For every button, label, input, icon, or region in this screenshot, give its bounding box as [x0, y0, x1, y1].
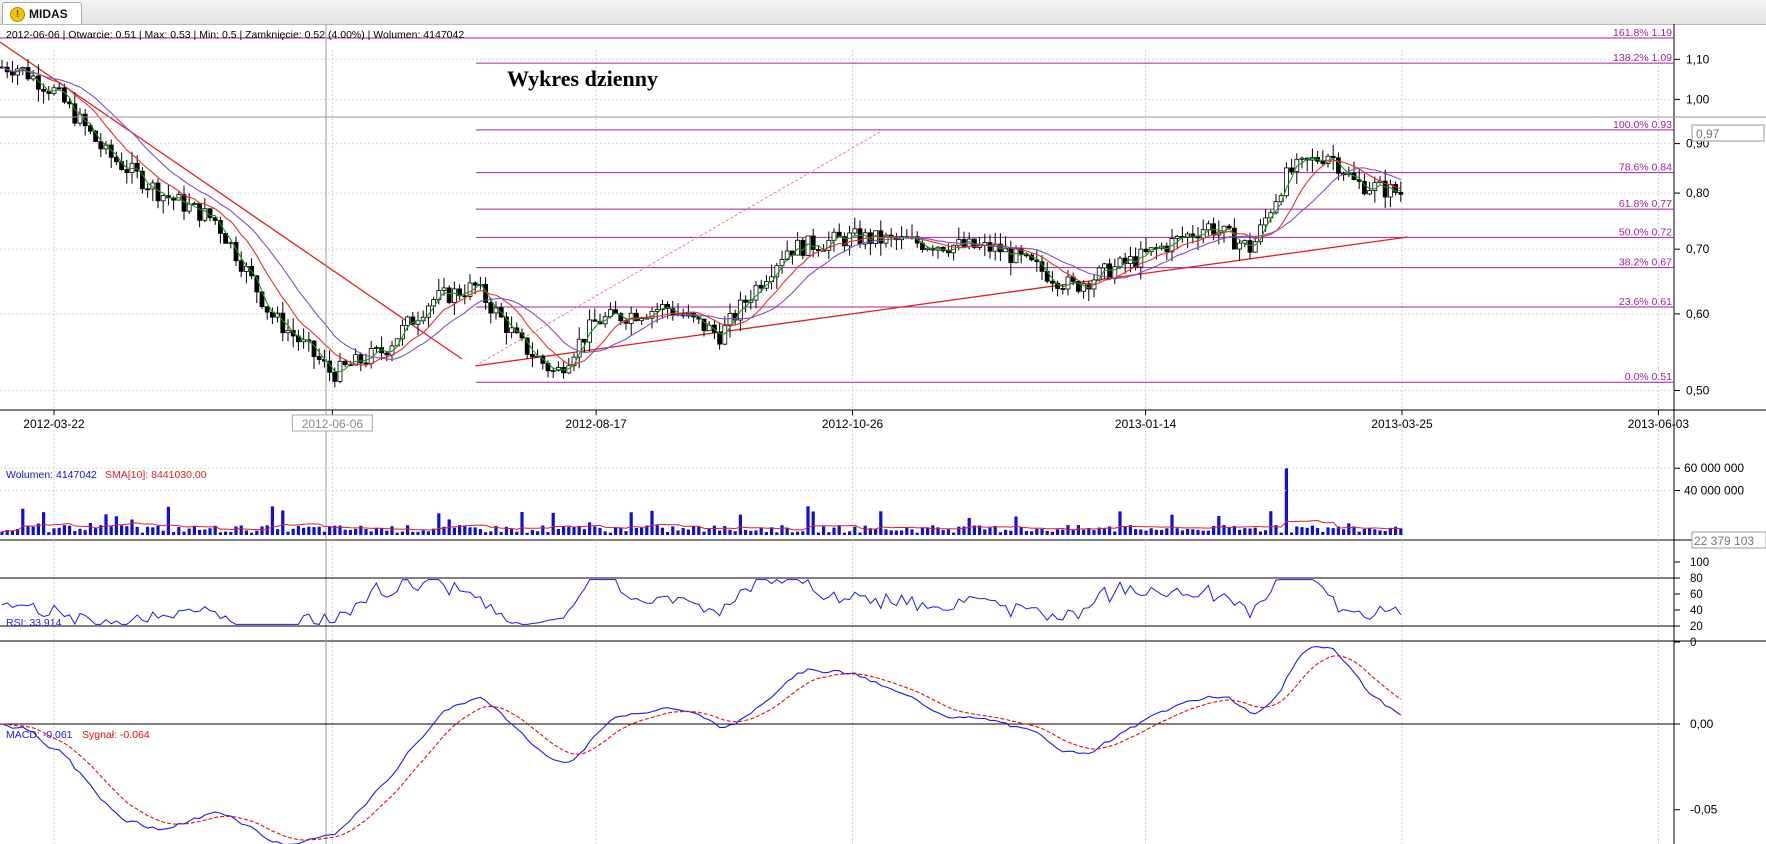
- fib-label: 100.0% 0.93: [1613, 119, 1672, 131]
- price-tick-label: 0,70: [1686, 242, 1710, 256]
- fib-label: 0.0% 0.51: [1625, 371, 1672, 383]
- volume-tick-label: 60 000 000: [1684, 461, 1744, 475]
- rsi-tick-label: 80: [1690, 573, 1703, 585]
- macd-signal-label: Sygnał: -0.064: [82, 729, 150, 741]
- tab-bar: ! MIDAS: [0, 0, 1766, 25]
- price-y-axis: 1,101,000,900,800,700,600,50: [1674, 52, 1710, 398]
- x-tick-label: 2013-06-03: [1628, 417, 1690, 431]
- rsi-tick-label: 20: [1690, 621, 1703, 633]
- fib-label: 23.6% 0.61: [1619, 296, 1672, 308]
- rsi-tick-label: 60: [1690, 589, 1703, 601]
- rsi-tick-label: 40: [1690, 605, 1703, 617]
- moving-averages: [1, 66, 1402, 373]
- price-tick-label: 1,00: [1686, 92, 1710, 106]
- fib-label: 138.2% 1.09: [1613, 52, 1672, 64]
- warning-icon: !: [10, 7, 25, 22]
- stock-chart[interactable]: 2012-06-06 | Otwarcie: 0.51 | Max: 0.53 …: [0, 24, 1766, 844]
- chart-frames: [0, 24, 1766, 844]
- x-tick-label: 2012-10-26: [822, 417, 884, 431]
- x-tick-label: 2013-03-25: [1371, 417, 1433, 431]
- price-candles: [0, 59, 1404, 388]
- x-axis: 2012-03-22 2012-06-06 2012-08-17 2012-10-26…: [23, 410, 1690, 432]
- fib-labels: 161.8% 1.19 138.2% 1.09 100.0% 0.93 78.6% 0…: [1613, 27, 1672, 383]
- crosshair-cursor: [0, 24, 1766, 844]
- rsi-tick-label: 0: [1690, 637, 1696, 649]
- fib-label: 61.8% 0.77: [1619, 198, 1672, 210]
- fib-label: 38.2% 0.67: [1619, 257, 1672, 269]
- current-volume-box: 22 379 103: [1691, 531, 1766, 549]
- projection-line: [474, 131, 881, 367]
- price-tick-label: 0,60: [1686, 307, 1710, 321]
- price-tick-label: 0,50: [1686, 384, 1710, 398]
- macd-label: MACD: -0.061: [6, 729, 73, 741]
- rsi-tick-label: 100: [1690, 557, 1709, 569]
- current-price-box: 0,97: [1691, 124, 1765, 142]
- uptrend-line: [474, 236, 1409, 367]
- current-price-label: 0,97: [1696, 127, 1720, 141]
- macd-tick-label: 0,00: [1690, 717, 1714, 731]
- rsi-label: RSI: 33.914: [6, 617, 62, 629]
- x-tick-label: 2012-08-17: [565, 417, 627, 431]
- rsi-y-axis: 100 80 60 40 20 0: [1674, 557, 1709, 649]
- trend-lines: [0, 41, 1409, 367]
- fib-label: 78.6% 0.84: [1619, 162, 1672, 174]
- volume-tick-label: 40 000 000: [1684, 483, 1744, 497]
- grid-lines: [0, 50, 1674, 844]
- price-tick-label: 1,10: [1686, 52, 1710, 66]
- volume-bars: [0, 468, 1403, 535]
- price-info-line: 2012-06-06 | Otwarcie: 0.51 | Max: 0.53 …: [6, 29, 464, 41]
- downtrend-line: [0, 41, 463, 360]
- fib-label: 50.0% 0.72: [1619, 226, 1672, 238]
- macd-tick-label: -0,05: [1690, 803, 1718, 817]
- rsi-indicator: [0, 577, 1674, 627]
- volume-y-axis: 60 000 000 40 000 000: [0, 461, 1744, 497]
- tab-label: MIDAS: [29, 7, 68, 21]
- current-volume-label: 22 379 103: [1694, 534, 1754, 548]
- price-tick-label: 0,80: [1686, 186, 1710, 200]
- x-tick-label: 2012-03-22: [23, 417, 85, 431]
- x-tick-label: 2013-01-14: [1115, 417, 1177, 431]
- chart-title: Wykres dzienny: [507, 66, 658, 91]
- volume-label: Wolumen: 4147042: [6, 469, 97, 481]
- fibonacci-levels: [0, 37, 1674, 383]
- macd-indicator: [0, 646, 1674, 844]
- tab-midas[interactable]: ! MIDAS: [2, 2, 82, 24]
- fib-label: 161.8% 1.19: [1613, 27, 1672, 39]
- macd-y-axis: 0,00 -0,05: [1674, 717, 1718, 817]
- x-tick-label: 2012-06-06: [302, 417, 364, 431]
- volume-sma-label: SMA[10]: 8441030.00: [105, 469, 207, 481]
